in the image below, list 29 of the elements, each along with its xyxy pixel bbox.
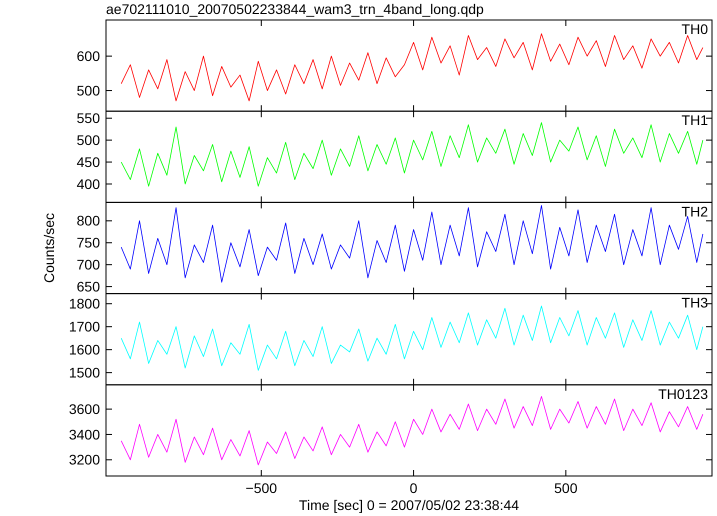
y-axis-title: Counts/sec <box>41 212 57 284</box>
y-tick-label: 3200 <box>68 452 100 468</box>
y-tick-label: 600 <box>76 48 100 64</box>
y-tick-label: 1500 <box>68 364 100 381</box>
line-series <box>120 33 704 102</box>
y-tick-label: 1700 <box>68 318 100 335</box>
y-tick-label: 500 <box>76 82 100 98</box>
chart-title: ae702111010_20070502233844_wam3_trn_4band_long.qdp <box>106 1 484 17</box>
y-tick-label: 500 <box>76 132 100 148</box>
y-tick-label: 1800 <box>68 296 100 312</box>
x-tick-label: 500 <box>554 480 578 496</box>
y-tick-label: 550 <box>76 110 100 126</box>
y-tick-label: 800 <box>76 212 100 229</box>
y-tick-label: 650 <box>76 278 100 294</box>
y-tick-label: 400 <box>76 176 100 192</box>
series-label: TH3 <box>682 294 708 311</box>
series-label: TH1 <box>682 112 708 128</box>
x-tick-label: 0 <box>410 480 418 496</box>
y-tick-label: 1600 <box>68 342 100 358</box>
y-tick-label: 700 <box>76 256 100 273</box>
y-tick-label: 3600 <box>68 401 100 418</box>
x-axis-title: Time [sec] 0 = 2007/05/02 23:38:44 <box>298 497 520 513</box>
x-tick-label: −500 <box>246 480 278 496</box>
y-tick-label: 450 <box>76 154 100 170</box>
series-label: TH0123 <box>658 386 708 402</box>
series-label: TH0 <box>682 21 708 37</box>
y-tick-label: 3400 <box>68 426 100 442</box>
y-tick-label: 750 <box>76 234 100 251</box>
series-label: TH2 <box>682 203 708 220</box>
